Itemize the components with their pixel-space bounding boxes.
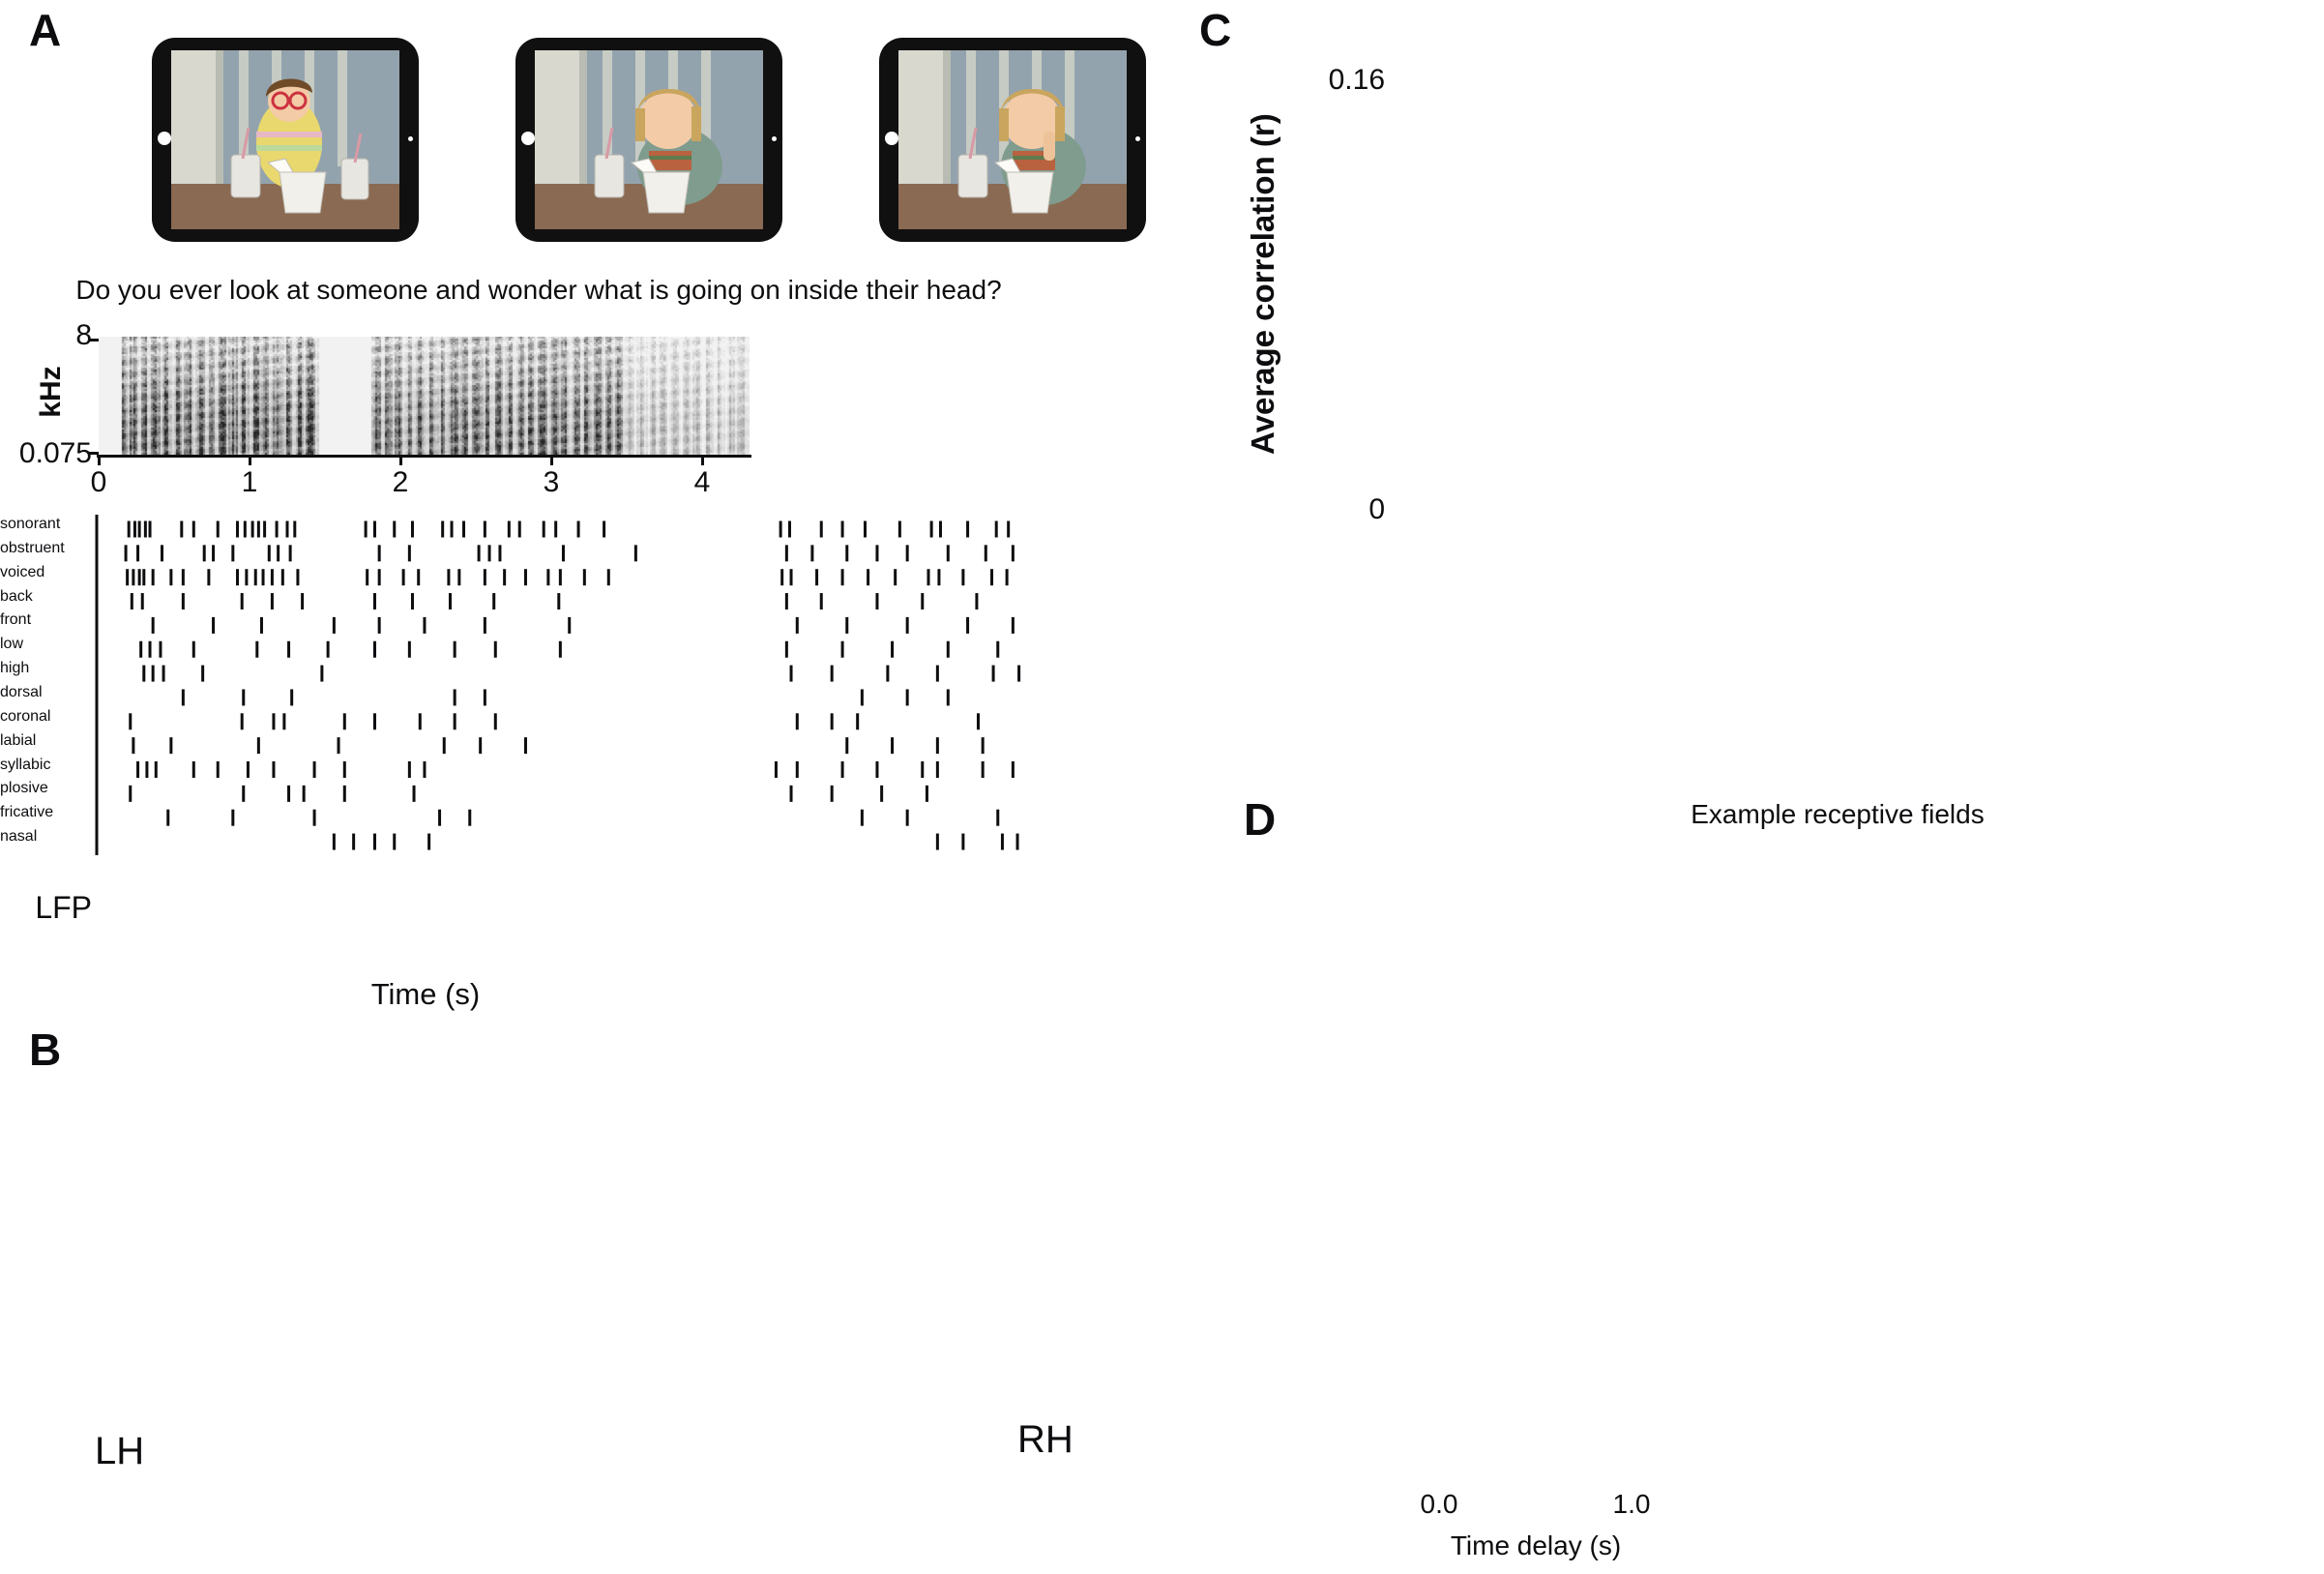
movie-frame-2 — [515, 38, 782, 242]
spectrogram-xtick — [399, 456, 402, 465]
raster-row-label-front: front — [0, 611, 32, 629]
raster-row-label-high: high — [0, 660, 30, 677]
brain-electrode-plot — [0, 1006, 1219, 1574]
spectrogram-ytick — [89, 339, 99, 342]
raster-row-label-plosive: plosive — [0, 780, 48, 797]
movie-frame-3 — [879, 38, 1146, 242]
tablet-camera-icon — [885, 132, 898, 145]
spectrogram-xtick — [550, 456, 553, 465]
spectrogram-image — [99, 337, 750, 455]
delay-tick-0: 0.0 — [1420, 1489, 1458, 1519]
spectrogram-xtick-label: 3 — [543, 466, 560, 498]
spectrogram-xtick-label: 2 — [392, 466, 409, 498]
tablet-camera-icon — [158, 132, 171, 145]
raster-row-label-coronal: coronal — [0, 707, 51, 725]
lfp-label: LFP — [35, 890, 92, 925]
movie-still-girl-eating-icon — [898, 50, 1127, 229]
panel-a-label: A — [29, 5, 62, 55]
barchart-ylabel: Average correlation (r) — [1245, 113, 1280, 455]
raster-row-label-labial: labial — [0, 731, 37, 749]
delay-tick-1: 1.0 — [1612, 1489, 1651, 1519]
tablet-button-icon — [408, 136, 413, 141]
spectrogram-xtick — [249, 456, 251, 465]
tablet-button-icon — [1135, 136, 1140, 141]
spectrogram-xtick-label: 1 — [241, 466, 258, 498]
panel-c-label: C — [1199, 5, 1232, 55]
movie-still-girl-icon — [535, 50, 763, 229]
panel-b-label: B — [29, 1025, 62, 1075]
barchart-ytick-zero: 0 — [1368, 493, 1385, 525]
raster-row-label-voiced: voiced — [0, 563, 45, 580]
tablet-button-icon — [772, 136, 777, 141]
spectrogram-ymin: 0.075 — [18, 437, 92, 469]
receptive-fields-title: Example receptive fields — [1691, 799, 1985, 829]
raster-row-label-syllabic: syllabic — [0, 756, 51, 773]
spectrogram-xaxis — [97, 455, 751, 458]
raster-row-label-back: back — [0, 587, 33, 605]
raster-row-label-dorsal: dorsal — [0, 683, 43, 700]
panel-d-label: D — [1244, 794, 1277, 845]
raster-row-label-nasal: nasal — [0, 828, 38, 846]
stimulus-sentence: Do you ever look at someone and wonder w… — [75, 275, 1002, 305]
left-hemisphere-label: LH — [95, 1430, 145, 1472]
spectrogram-xtick — [98, 456, 101, 465]
raster-lfp-plot — [95, 515, 1021, 855]
spectrogram-ymax: 8 — [75, 319, 92, 351]
spectrogram-xtick-label: 4 — [693, 466, 711, 498]
time-axis-label: Time (s) — [370, 977, 481, 1011]
movie-frame-1 — [152, 38, 419, 242]
raster-row-label-fricative: fricative — [0, 804, 54, 821]
barchart-ytick-max: 0.16 — [1328, 64, 1385, 96]
raster-row-label-sonorant: sonorant — [0, 516, 61, 532]
delay-axis-label: Time delay (s) — [1450, 1530, 1622, 1560]
spectrogram-xtick — [701, 456, 704, 465]
barchart-axes-errorbars — [1335, 39, 2324, 542]
right-hemisphere-label: RH — [1017, 1418, 1074, 1461]
tablet-camera-icon — [521, 132, 535, 145]
spectrogram-ylabel: kHz — [35, 366, 67, 418]
spectrogram-ytick — [89, 452, 99, 455]
movie-still-mother-icon — [171, 50, 399, 229]
raster-row-label-obstruent: obstruent — [0, 539, 65, 556]
spectrogram-xtick-label: 0 — [90, 466, 107, 498]
raster-row-label-low: low — [0, 636, 24, 653]
